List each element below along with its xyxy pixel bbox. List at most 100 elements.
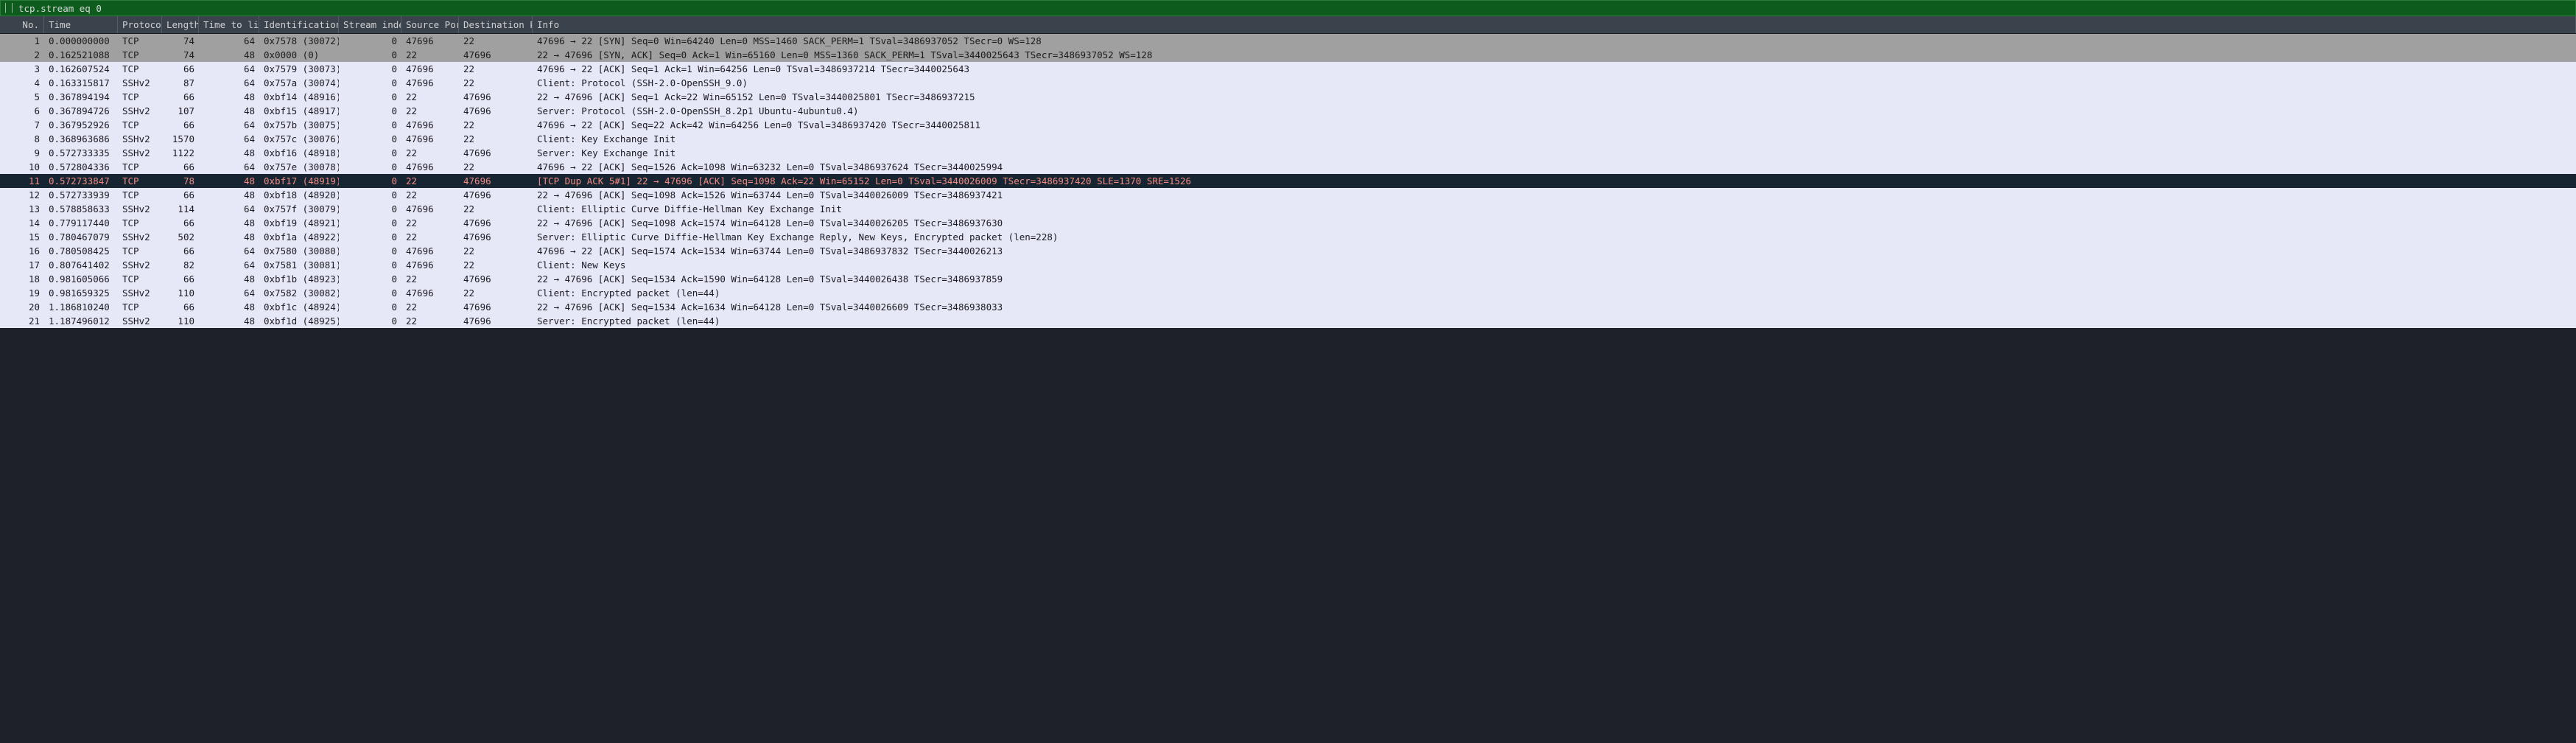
cell-ident: 0xbf18 (48920): [259, 189, 339, 201]
cell-info: 22 → 47696 [SYN, ACK] Seq=0 Ack=1 Win=65…: [533, 49, 2576, 61]
column-header-sport[interactable]: Source Port: [401, 16, 459, 33]
cell-info: 47696 → 22 [SYN] Seq=0 Win=64240 Len=0 M…: [533, 35, 2576, 47]
cell-dport: 22: [459, 35, 533, 47]
cell-no: 8: [0, 133, 44, 145]
cell-ident: 0xbf17 (48919): [259, 175, 339, 187]
cell-sidx: 0: [339, 189, 401, 201]
cell-proto: TCP: [118, 189, 162, 201]
packet-row[interactable]: 150.780467079SSHv2502480xbf1a (48922)022…: [0, 230, 2576, 244]
packet-row[interactable]: 10.000000000TCP74640x7578 (30072)0476962…: [0, 34, 2576, 48]
packet-row[interactable]: 40.163315817SSHv287640x757a (30074)04769…: [0, 76, 2576, 90]
cell-ident: 0x7579 (30073): [259, 63, 339, 75]
cell-proto: TCP: [118, 301, 162, 313]
display-filter-input[interactable]: [18, 3, 2571, 14]
cell-sidx: 0: [339, 301, 401, 313]
display-filter-bar[interactable]: [0, 0, 2576, 16]
column-header-dport[interactable]: Destination Port: [459, 16, 533, 33]
cell-proto: TCP: [118, 91, 162, 103]
column-header-info[interactable]: Info: [533, 16, 2576, 33]
cell-time: 0.780508425: [44, 245, 118, 257]
cell-info: 22 → 47696 [ACK] Seq=1534 Ack=1634 Win=6…: [533, 301, 2576, 313]
cell-sport: 22: [401, 189, 459, 201]
packet-row[interactable]: 190.981659325SSHv2110640x7582 (30082)047…: [0, 286, 2576, 300]
cell-sidx: 0: [339, 203, 401, 215]
packet-row[interactable]: 180.981605066TCP66480xbf1b (48923)022476…: [0, 272, 2576, 286]
cell-len: 66: [162, 245, 199, 257]
packet-list-header: No.TimeProtocolLengthTime to liveIdentif…: [0, 16, 2576, 34]
cell-sport: 22: [401, 231, 459, 243]
packet-row[interactable]: 120.572733939TCP66480xbf18 (48920)022476…: [0, 188, 2576, 202]
cell-time: 0.981659325: [44, 287, 118, 299]
packet-row[interactable]: 20.162521088TCP74480x0000 (0)0224769622 …: [0, 48, 2576, 62]
cell-sidx: 0: [339, 287, 401, 299]
cell-len: 74: [162, 35, 199, 47]
cell-proto: TCP: [118, 175, 162, 187]
cell-no: 18: [0, 273, 44, 285]
packet-row[interactable]: 30.162607524TCP66640x7579 (30073)0476962…: [0, 62, 2576, 76]
cell-dport: 47696: [459, 217, 533, 229]
cell-time: 0.367952926: [44, 119, 118, 131]
cell-proto: SSHv2: [118, 315, 162, 327]
cell-len: 66: [162, 91, 199, 103]
cell-time: 0.807641402: [44, 259, 118, 271]
cell-sidx: 0: [339, 119, 401, 131]
cell-time: 0.572733939: [44, 189, 118, 201]
cell-time: 0.162607524: [44, 63, 118, 75]
column-header-sidx[interactable]: Stream index: [339, 16, 401, 33]
packet-row[interactable]: 100.572804336TCP66640x757e (30078)047696…: [0, 160, 2576, 174]
cell-no: 19: [0, 287, 44, 299]
cell-ident: 0x757b (30075): [259, 119, 339, 131]
cell-sport: 22: [401, 175, 459, 187]
cell-proto: TCP: [118, 63, 162, 75]
cell-ident: 0xbf14 (48916): [259, 91, 339, 103]
column-header-ttl[interactable]: Time to live: [199, 16, 259, 33]
packet-row[interactable]: 201.186810240TCP66480xbf1c (48924)022476…: [0, 300, 2576, 314]
cell-len: 1122: [162, 147, 199, 159]
column-header-ident[interactable]: Identification: [259, 16, 339, 33]
cell-proto: SSHv2: [118, 231, 162, 243]
cell-ident: 0x7578 (30072): [259, 35, 339, 47]
cell-proto: TCP: [118, 217, 162, 229]
packet-row[interactable]: 110.572733847TCP78480xbf17 (48919)022476…: [0, 174, 2576, 188]
column-header-proto[interactable]: Protocol: [118, 16, 162, 33]
cell-sidx: 0: [339, 49, 401, 61]
cell-ident: 0x7580 (30080): [259, 245, 339, 257]
cell-time: 0.780467079: [44, 231, 118, 243]
cell-info: 47696 → 22 [ACK] Seq=1574 Ack=1534 Win=6…: [533, 245, 2576, 257]
cell-proto: TCP: [118, 245, 162, 257]
cell-info: Client: Protocol (SSH-2.0-OpenSSH_9.0): [533, 77, 2576, 89]
cell-proto: TCP: [118, 119, 162, 131]
packet-row[interactable]: 80.368963686SSHv21570640x757c (30076)047…: [0, 132, 2576, 146]
cell-len: 66: [162, 63, 199, 75]
cell-sidx: 0: [339, 273, 401, 285]
cell-ttl: 64: [199, 35, 259, 47]
packet-row[interactable]: 90.572733335SSHv21122480xbf16 (48918)022…: [0, 146, 2576, 160]
cell-ttl: 48: [199, 91, 259, 103]
packet-row[interactable]: 160.780508425TCP66640x7580 (30080)047696…: [0, 244, 2576, 258]
column-header-len[interactable]: Length: [162, 16, 199, 33]
cell-sport: 22: [401, 147, 459, 159]
packet-row[interactable]: 60.367894726SSHv2107480xbf15 (48917)0224…: [0, 104, 2576, 118]
cell-ident: 0xbf16 (48918): [259, 147, 339, 159]
cell-info: Client: Elliptic Curve Diffie-Hellman Ke…: [533, 203, 2576, 215]
column-header-time[interactable]: Time: [44, 16, 118, 33]
cell-len: 74: [162, 49, 199, 61]
cell-proto: TCP: [118, 161, 162, 173]
packet-list-body[interactable]: 10.000000000TCP74640x7578 (30072)0476962…: [0, 34, 2576, 328]
cell-len: 66: [162, 273, 199, 285]
packet-row[interactable]: 140.779117440TCP66480xbf19 (48921)022476…: [0, 216, 2576, 230]
cell-info: Client: Key Exchange Init: [533, 133, 2576, 145]
packet-row[interactable]: 70.367952926TCP66640x757b (30075)0476962…: [0, 118, 2576, 132]
cell-len: 82: [162, 259, 199, 271]
cell-info: Server: Protocol (SSH-2.0-OpenSSH_8.2p1 …: [533, 105, 2576, 117]
cell-ident: 0x757a (30074): [259, 77, 339, 89]
cell-len: 66: [162, 217, 199, 229]
cell-ident: 0x7582 (30082): [259, 287, 339, 299]
packet-row[interactable]: 130.578858633SSHv2114640x757f (30079)047…: [0, 202, 2576, 216]
cell-proto: SSHv2: [118, 287, 162, 299]
cell-sport: 22: [401, 315, 459, 327]
packet-row[interactable]: 211.187496012SSHv2110480xbf1d (48925)022…: [0, 314, 2576, 328]
packet-row[interactable]: 170.807641402SSHv282640x7581 (30081)0476…: [0, 258, 2576, 272]
packet-row[interactable]: 50.367894194TCP66480xbf14 (48916)0224769…: [0, 90, 2576, 104]
column-header-no[interactable]: No.: [0, 16, 44, 33]
